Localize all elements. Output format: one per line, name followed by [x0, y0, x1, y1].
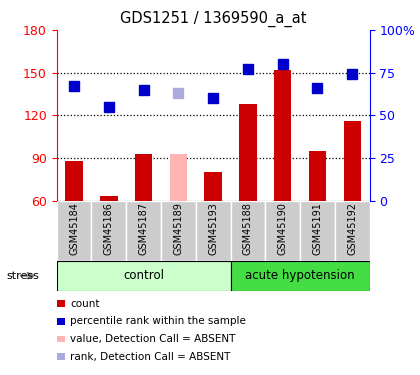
Bar	[161, 201, 196, 261]
Bar	[66, 161, 83, 201]
Text: GSM45187: GSM45187	[139, 202, 149, 255]
Bar	[205, 172, 222, 201]
Text: GSM45192: GSM45192	[347, 202, 357, 255]
Bar	[300, 201, 335, 261]
Bar	[92, 201, 126, 261]
Bar	[57, 201, 92, 261]
Title: GDS1251 / 1369590_a_at: GDS1251 / 1369590_a_at	[120, 11, 307, 27]
Text: value, Detection Call = ABSENT: value, Detection Call = ABSENT	[70, 334, 236, 344]
Text: rank, Detection Call = ABSENT: rank, Detection Call = ABSENT	[70, 352, 231, 362]
Bar	[100, 196, 118, 201]
Bar	[126, 201, 161, 261]
Text: GSM45188: GSM45188	[243, 202, 253, 255]
Bar	[265, 201, 300, 261]
Bar	[231, 261, 370, 291]
Text: GSM45190: GSM45190	[278, 202, 288, 255]
Text: stress: stress	[6, 271, 39, 280]
Text: acute hypotension: acute hypotension	[245, 269, 355, 282]
Text: control: control	[123, 269, 164, 282]
Text: percentile rank within the sample: percentile rank within the sample	[70, 316, 246, 326]
Bar	[274, 70, 291, 201]
Bar	[135, 154, 152, 201]
Bar	[231, 201, 265, 261]
Bar	[335, 201, 370, 261]
Bar	[57, 261, 231, 291]
Text: GSM45186: GSM45186	[104, 202, 114, 255]
Text: GSM45189: GSM45189	[173, 202, 184, 255]
Bar	[170, 154, 187, 201]
Text: count: count	[70, 299, 100, 309]
Bar	[196, 201, 231, 261]
Text: GSM45184: GSM45184	[69, 202, 79, 255]
Bar	[309, 151, 326, 201]
Text: GSM45191: GSM45191	[312, 202, 323, 255]
Bar	[344, 121, 361, 201]
Text: GSM45193: GSM45193	[208, 202, 218, 255]
Bar	[239, 104, 257, 201]
